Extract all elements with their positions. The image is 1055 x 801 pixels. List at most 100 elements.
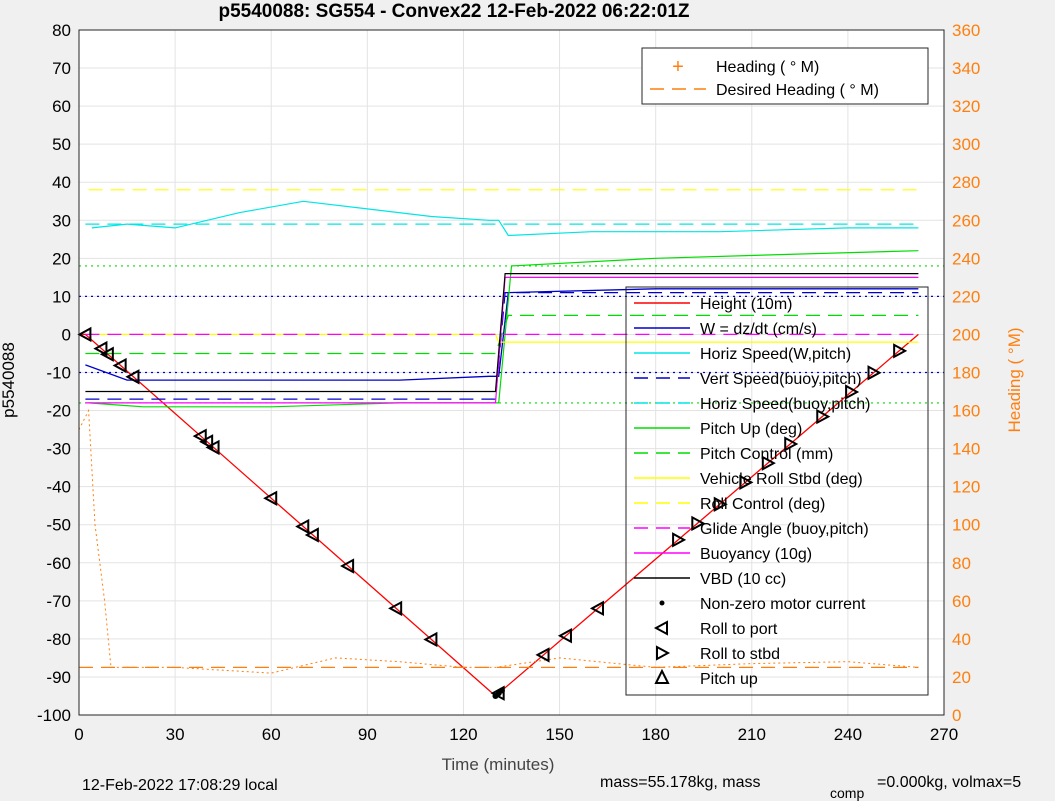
legend-entry-label: Roll to stbd [700, 646, 780, 663]
roll-to-port-marker [77, 326, 92, 343]
legend-entry-label: Buoyancy (10g) [700, 546, 812, 563]
y-tick-label: 30 [52, 211, 71, 230]
roll-to-port-marker [423, 631, 438, 648]
y-tick-label: -40 [46, 478, 71, 497]
y-axis-ticks: -100-90-80-70-60-50-40-30-20-10010203040… [37, 21, 71, 725]
y2-tick-label: 220 [952, 287, 980, 306]
roll-to-port-marker [93, 340, 108, 357]
y2-tick-label: 100 [952, 516, 980, 535]
legend-roll-port-icon [653, 620, 668, 636]
y2-tick-label: 140 [952, 440, 980, 459]
roll-to-port-marker [340, 558, 355, 574]
roll-to-stbd-marker [739, 474, 754, 491]
legend-entry-label: Pitch Control (mm) [700, 446, 833, 463]
x-tick-label: 0 [74, 725, 83, 744]
y-tick-label: -50 [46, 516, 71, 535]
roll-to-stbd-marker [816, 408, 831, 425]
y-tick-label: -20 [46, 402, 71, 421]
x-axis-label: Time (minutes) [442, 755, 555, 774]
x-tick-label: 30 [166, 725, 185, 744]
legend-entry-label: Roll Control (deg) [700, 496, 825, 513]
y2-tick-label: 200 [952, 325, 980, 344]
roll-to-port-marker [112, 357, 127, 374]
series-line-12 [78, 408, 919, 674]
roll-to-stbd-marker [845, 384, 860, 400]
roll-to-port-marker [199, 434, 214, 450]
y2-tick-label: 320 [952, 97, 980, 116]
y2-tick-label: 0 [952, 706, 961, 725]
legend-main-box [625, 286, 929, 696]
roll-to-stbd-marker [672, 532, 687, 548]
y-tick-label: 50 [52, 135, 71, 154]
legend-heading: + Heading ( ° M) Desired Heading ( ° M) [641, 47, 929, 105]
x-tick-label: 120 [449, 725, 477, 744]
y2-tick-label: 360 [952, 21, 980, 40]
x-tick-label: 90 [358, 725, 377, 744]
legend-entry-label: VBD (10 cc) [700, 571, 786, 588]
x-tick-label: 210 [738, 725, 766, 744]
y2-tick-label: 300 [952, 135, 980, 154]
y-tick-label: 0 [62, 325, 71, 344]
legend-heading-box [641, 47, 929, 105]
roll-to-port-marker [295, 518, 310, 535]
y2-tick-label: 340 [952, 59, 980, 78]
motor-current-dot [498, 687, 505, 694]
y2-tick-label: 20 [952, 668, 971, 687]
series-line-9 [85, 276, 919, 404]
roll-to-port-marker [557, 628, 572, 644]
legend-motor-dot-icon [659, 600, 665, 606]
roll-to-port-marker [388, 600, 403, 617]
roll-to-port-marker [205, 439, 220, 456]
x-tick-label: 180 [641, 725, 669, 744]
series-layer [78, 189, 944, 697]
series-line-10 [85, 273, 919, 393]
y-tick-label: 40 [52, 173, 71, 192]
legend-entry-label: Vehicle Roll Stbd (deg) [700, 471, 863, 488]
series-line-6 [85, 314, 919, 355]
y2-axis-ticks: 0 20 40 60 80 100 120 140 160 180 200 220 240 260 280 3… [952, 21, 980, 725]
footer-mass-tail: =0.000kg, volmax=5 [877, 774, 1021, 791]
roll-to-port-marker [535, 647, 550, 663]
y-tick-label: 10 [52, 287, 71, 306]
y-tick-label: -100 [37, 706, 71, 725]
legend-entry-label: Roll to port [700, 621, 778, 638]
roll-to-stbd-marker [784, 436, 799, 452]
y-tick-label: 80 [52, 21, 71, 40]
legend-entry-label: Glide Angle (buoy,pitch) [700, 521, 869, 538]
legend-roll-stbd-icon [656, 645, 671, 661]
footer-local-time: 12-Feb-2022 17:08:29 local [82, 777, 278, 794]
roll-to-stbd-marker [761, 455, 776, 471]
legend-heading-label: Heading ( ° M) [716, 59, 819, 76]
y2-tick-label: 180 [952, 364, 980, 383]
y2-tick-label: 80 [952, 554, 971, 573]
legend-main: Height (10m) W = dz/dt (cm/s) Horiz Speed(… [625, 286, 929, 696]
footer-mass: mass=55.178kg, mass [600, 774, 761, 791]
legend-entry-label: Horiz Speed(W,pitch) [700, 346, 851, 363]
y-tick-label: 70 [52, 59, 71, 78]
series-line-0 [79, 333, 919, 697]
legend-entry-label: W = dz/dt (cm/s) [700, 321, 817, 338]
y2-tick-label: 120 [952, 478, 980, 497]
roll-to-stbd-marker [893, 343, 908, 359]
y2-tick-label: 240 [952, 249, 980, 268]
legend-heading-plus-icon: + [672, 56, 684, 78]
y-tick-label: -30 [46, 440, 71, 459]
y2-axis-label: Heading ( °M) [1005, 327, 1024, 432]
legend-pitch-up-icon [654, 668, 670, 684]
legend-rows: Height (10m) W = dz/dt (cm/s) Horiz Speed(… [634, 296, 870, 688]
roll-to-stbd-marker [691, 515, 706, 532]
y-tick-label: -60 [46, 554, 71, 573]
y-tick-label: -70 [46, 592, 71, 611]
chart-title: p5540088: SG554 - Convex22 12-Feb-2022 0… [218, 1, 689, 22]
roll-to-port-marker [263, 490, 278, 506]
roll-to-port-marker [304, 527, 319, 543]
y2-tick-label: 280 [952, 173, 980, 192]
x-axis-ticks: 0 30 60 90 120 150 180 210 240 270 [74, 725, 958, 744]
roll-to-port-marker [99, 346, 114, 362]
legend-entry-label: Pitch Up (deg) [700, 421, 802, 438]
legend-desired-heading-label: Desired Heading ( ° M) [716, 82, 879, 99]
y2-tick-label: 60 [952, 592, 971, 611]
legend-entry-label: Vert Speed(buoy,pitch) [700, 371, 862, 388]
y-tick-label: -90 [46, 668, 71, 687]
y-axis-label: p5540088 [0, 342, 18, 418]
